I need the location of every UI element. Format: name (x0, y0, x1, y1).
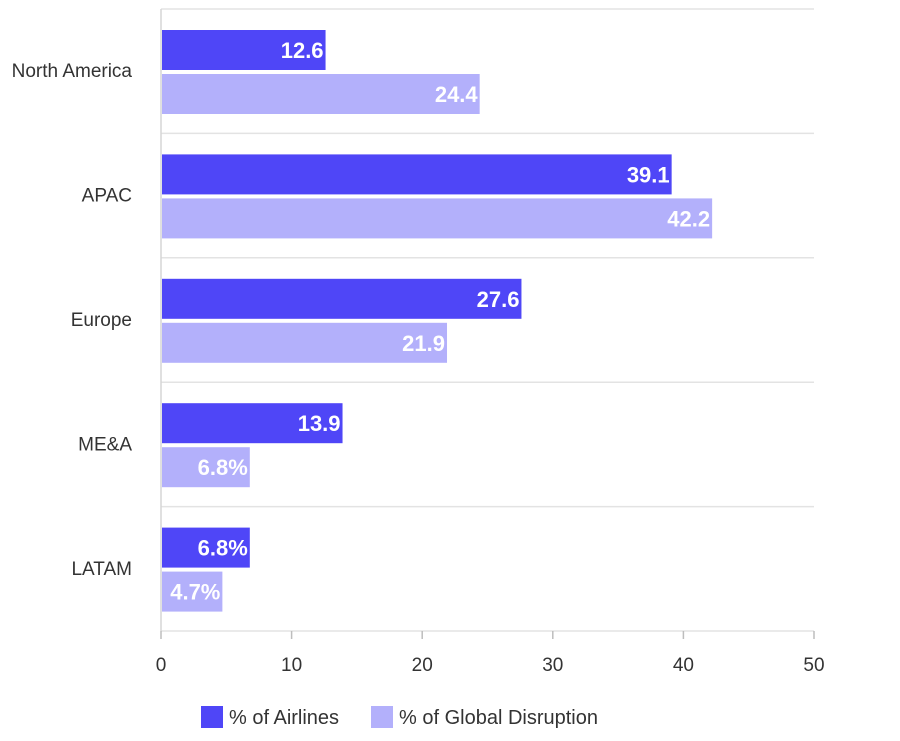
legend: % of Airlines % of Global Disruption (201, 706, 598, 729)
grid (160, 8, 814, 632)
bar-airlines (162, 154, 672, 195)
category-label: ME&A (78, 434, 132, 455)
bar-data-label: 27.6 (477, 287, 520, 312)
bar-airlines (162, 403, 343, 444)
x-tick-label: 30 (542, 655, 563, 676)
bar-global-disruption (162, 198, 713, 239)
category-label: Europe (71, 310, 132, 331)
legend-label: % of Global Disruption (399, 707, 598, 729)
bar-global-disruption (162, 447, 250, 488)
bar-data-label: 6.8% (198, 455, 248, 480)
bar-airlines (162, 278, 522, 319)
bar-data-label: 12.6 (281, 38, 324, 63)
data-labels: 12.6 24.4 39.1 42.2 27.6 21.9 13.9 6.8% 6.8% 4.7% (170, 38, 710, 605)
bar-data-label: 21.9 (402, 331, 445, 356)
category-label: North America (12, 61, 133, 82)
legend-swatch (201, 706, 223, 728)
x-tick-label: 40 (673, 655, 694, 676)
value-axis: 0 10 20 30 40 50 (156, 631, 825, 676)
bar-global-disruption (162, 322, 448, 363)
bar-global-disruption (162, 571, 223, 612)
bar-global-disruption (162, 74, 480, 114)
bar-data-label: 4.7% (170, 580, 220, 605)
x-tick-label: 0 (156, 655, 167, 676)
bar-data-label: 24.4 (435, 82, 479, 107)
category-label: APAC (82, 186, 132, 207)
legend-swatch (371, 706, 393, 728)
x-tick-label: 50 (803, 655, 824, 676)
bar-airlines (162, 30, 326, 70)
x-tick-label: 10 (281, 655, 302, 676)
bar-airlines (162, 527, 250, 568)
legend-label: % of Airlines (229, 707, 339, 729)
x-tick-label: 20 (412, 655, 433, 676)
bars (162, 30, 713, 612)
category-axis: North America APAC Europe ME&A LATAM (12, 61, 133, 580)
bar-data-label: 42.2 (667, 206, 710, 231)
bar-data-label: 13.9 (298, 411, 341, 436)
category-label: LATAM (71, 559, 132, 580)
bar-data-label: 6.8% (198, 536, 248, 561)
bar-data-label: 39.1 (627, 162, 670, 187)
